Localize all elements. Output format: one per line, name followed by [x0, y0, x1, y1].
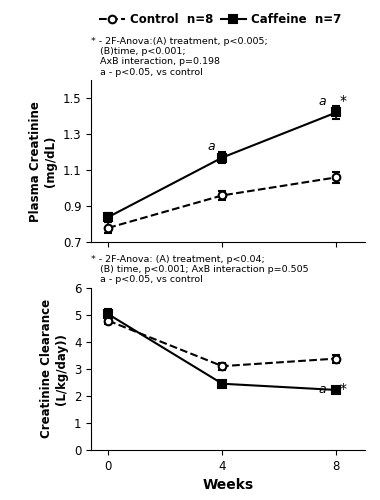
Text: *: * — [339, 382, 346, 396]
Text: a: a — [207, 140, 215, 153]
Text: *: * — [339, 94, 346, 108]
Text: a: a — [319, 383, 326, 396]
X-axis label: Weeks: Weeks — [203, 478, 253, 492]
Legend: Control  n=8, Caffeine  n=7: Control n=8, Caffeine n=7 — [95, 8, 346, 31]
Y-axis label: Creatinine Clearance
(L/kg/day)): Creatinine Clearance (L/kg/day)) — [40, 300, 68, 438]
Y-axis label: Plasma Creatinine
(mg/dL): Plasma Creatinine (mg/dL) — [29, 100, 57, 222]
Text: a: a — [319, 95, 326, 108]
Text: * - 2F-Anova: (A) treatment, p<0.04;
   (B) time, p<0.001; AxB interaction p=0.5: * - 2F-Anova: (A) treatment, p<0.04; (B)… — [91, 254, 309, 284]
Text: * - 2F-Anova:(A) treatment, p<0.005;
   (B)time, p<0.001;
   AxB interaction, p=: * - 2F-Anova:(A) treatment, p<0.005; (B)… — [91, 36, 268, 77]
